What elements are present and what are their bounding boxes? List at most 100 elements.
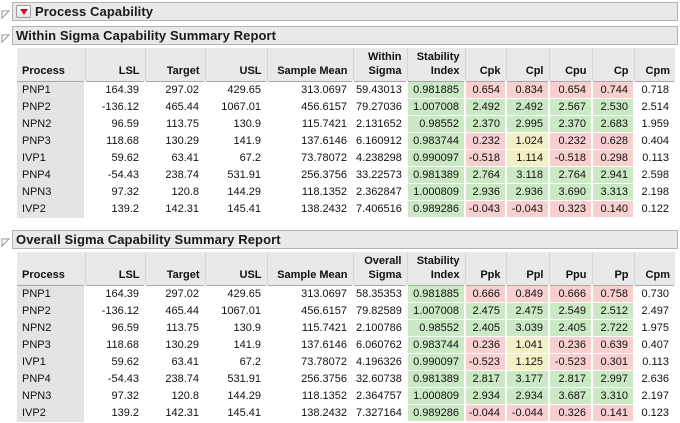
- column-header: Cp: [592, 48, 635, 82]
- value-cell: 0.666: [465, 285, 507, 303]
- value-cell: 118.1352: [267, 387, 354, 405]
- value-cell: 0.990097: [407, 353, 466, 371]
- column-header: Process: [17, 48, 86, 82]
- value-cell: 297.02: [145, 81, 206, 99]
- value-cell: 115.7421: [267, 319, 354, 337]
- column-header: Cpm: [634, 48, 675, 82]
- column-header-label: Ppk: [480, 269, 501, 281]
- value-cell: 141.9: [205, 132, 268, 150]
- table-row: NPN3 97.32 120.8 144.29 118.1352 2.364757 1.00…: [17, 387, 676, 405]
- column-header-label: LSL: [118, 65, 140, 77]
- value-cell: 2.492: [506, 98, 550, 116]
- value-cell: 2.364757: [353, 387, 408, 405]
- red-triangle-menu-button[interactable]: [16, 5, 31, 18]
- column-header: Cpu: [549, 48, 593, 82]
- value-cell: 2.817: [549, 370, 593, 388]
- value-cell: 139.2: [85, 200, 146, 218]
- value-cell: 2.370: [465, 115, 507, 133]
- column-header-label: Target: [166, 269, 200, 281]
- process-capability-outline: Process Capability: [1, 2, 678, 21]
- value-cell: 313.0697: [267, 285, 354, 303]
- process-name-cell: PNP4: [17, 370, 86, 388]
- value-cell: 2.370: [549, 115, 593, 133]
- value-cell: -0.044: [506, 404, 550, 422]
- value-cell: 32.60738: [353, 370, 408, 388]
- process-name-cell: IVP2: [17, 404, 86, 422]
- value-cell: 0.981389: [407, 370, 466, 388]
- value-cell: 7.406516: [353, 200, 408, 218]
- value-cell: 0.981885: [407, 285, 466, 303]
- value-cell: 97.32: [85, 387, 146, 405]
- value-cell: 0.628: [592, 132, 635, 150]
- value-cell: 0.298: [592, 149, 635, 167]
- value-cell: 2.475: [506, 302, 550, 320]
- value-cell: 0.407: [634, 336, 676, 354]
- disclosure-triangle-icon[interactable]: [1, 30, 11, 44]
- value-cell: -0.518: [549, 149, 593, 167]
- column-header-top-line: Within: [368, 51, 402, 63]
- value-cell: 2.512: [592, 302, 635, 320]
- table-row: PNP4 -54.43 238.74 531.91 256.3756 33.22573 0.…: [17, 166, 676, 184]
- value-cell: 1.024: [506, 132, 550, 150]
- column-header-top-line: Overall: [364, 255, 402, 267]
- value-cell: 97.32: [85, 183, 146, 201]
- value-cell: 118.68: [85, 132, 146, 150]
- disclosure-triangle-icon[interactable]: [1, 234, 11, 248]
- disclosure-triangle-icon[interactable]: [1, 6, 11, 20]
- value-cell: 6.160912: [353, 132, 408, 150]
- value-cell: 0.639: [592, 336, 635, 354]
- process-name-cell: PNP2: [17, 302, 86, 320]
- column-header: Ppk: [465, 252, 507, 286]
- value-cell: 164.39: [85, 285, 146, 303]
- value-cell: -0.044: [465, 404, 507, 422]
- value-cell: 0.718: [634, 81, 676, 99]
- column-header-label: Process: [22, 65, 65, 77]
- value-cell: 313.0697: [267, 81, 354, 99]
- value-cell: 2.764: [465, 166, 507, 184]
- column-header-label: USL: [239, 65, 262, 77]
- value-cell: 0.758: [592, 285, 635, 303]
- value-cell: 2.934: [506, 387, 550, 405]
- value-cell: 59.43013: [353, 81, 408, 99]
- value-cell: 0.122: [634, 200, 676, 218]
- column-header-label: Cpm: [645, 269, 670, 281]
- value-cell: -0.043: [506, 200, 550, 218]
- value-cell: 2.100786: [353, 319, 408, 337]
- value-cell: 120.8: [145, 387, 206, 405]
- value-cell: 130.29: [145, 132, 206, 150]
- value-cell: 164.39: [85, 81, 146, 99]
- value-cell: 96.59: [85, 319, 146, 337]
- table-row: IVP1 59.62 63.41 67.2 73.78072 4.238298 0.9900…: [17, 149, 676, 167]
- value-cell: 2.131652: [353, 115, 408, 133]
- value-cell: 1.125: [506, 353, 550, 371]
- overall-sigma-capability-table: Process LSL Target USL Sample Mean Overall Sig…: [17, 252, 676, 422]
- value-cell: 0.98552: [407, 115, 466, 133]
- value-cell: 2.497: [634, 302, 676, 320]
- value-cell: 0.849: [506, 285, 550, 303]
- column-header-label: Cp: [613, 65, 629, 77]
- value-cell: 0.730: [634, 285, 676, 303]
- table-row: PNP1 164.39 297.02 429.65 313.0697 58.35353 0.…: [17, 285, 676, 303]
- within-sigma-report-title-bar: Within Sigma Capability Summary Report: [12, 26, 678, 45]
- process-name-cell: PNP1: [17, 285, 86, 303]
- value-cell: 3.313: [592, 183, 635, 201]
- process-name-cell: NPN3: [17, 387, 86, 405]
- value-cell: 2.995: [506, 115, 550, 133]
- process-name-cell: PNP2: [17, 98, 86, 116]
- value-cell: 0.983744: [407, 336, 466, 354]
- value-cell: 142.31: [145, 200, 206, 218]
- within-sigma-report-title: Within Sigma Capability Summary Report: [16, 28, 277, 43]
- value-cell: 63.41: [145, 353, 206, 371]
- value-cell: 0.654: [465, 81, 507, 99]
- column-header: USL: [205, 48, 268, 82]
- table-row: NPN2 96.59 113.75 130.9 115.7421 2.131652 0.98…: [17, 115, 676, 133]
- value-cell: 238.74: [145, 166, 206, 184]
- column-header-label: Sigma: [368, 269, 402, 281]
- value-cell: 145.41: [205, 200, 268, 218]
- value-cell: 0.981885: [407, 81, 466, 99]
- value-cell: 3.690: [549, 183, 593, 201]
- column-header: Stability Index: [407, 252, 466, 286]
- column-header: Cpk: [465, 48, 507, 82]
- value-cell: 2.764: [549, 166, 593, 184]
- process-name-cell: PNP4: [17, 166, 86, 184]
